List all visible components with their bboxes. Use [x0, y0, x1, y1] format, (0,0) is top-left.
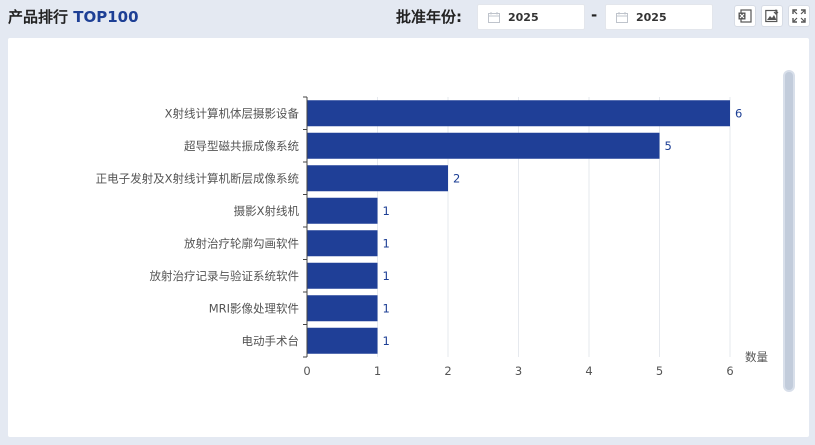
value-label: 1: [383, 236, 390, 250]
chart-bars: [307, 100, 730, 354]
category-label: 放射治疗记录与验证系统软件: [150, 269, 300, 283]
category-label: 正电子发射及X射线计算机断层成像系统: [96, 171, 300, 185]
x-tick-label: 1: [374, 364, 381, 378]
calendar-icon: [488, 12, 500, 23]
title-prefix: 产品排行: [8, 8, 69, 26]
excel-export-icon: [738, 9, 752, 23]
x-tick-label: 4: [585, 364, 592, 378]
fullscreen-icon: [792, 9, 806, 23]
excel-export-button[interactable]: [734, 5, 756, 27]
date-separator: -: [591, 6, 598, 24]
value-label: 1: [383, 301, 390, 315]
x-tick-label: 5: [656, 364, 663, 378]
image-download-icon: [765, 9, 779, 23]
category-label: X射线计算机体层摄影设备: [165, 106, 300, 120]
image-download-button[interactable]: [761, 5, 783, 27]
x-tick-label: 6: [726, 364, 733, 378]
date-to-value: 2025: [636, 11, 667, 24]
date-from-value: 2025: [508, 11, 539, 24]
x-axis-name: 数量: [745, 350, 768, 364]
category-label: 超导型磁共振成像系统: [184, 139, 299, 153]
bar[interactable]: [307, 100, 730, 127]
bar[interactable]: [307, 197, 378, 224]
value-label: 1: [383, 269, 390, 283]
bar[interactable]: [307, 295, 378, 322]
value-label: 5: [665, 139, 672, 153]
header: 产品排行 TOP100 批准年份: 2025 - 2025: [0, 0, 815, 34]
title-accent: TOP100: [73, 8, 139, 26]
scrollbar-handle[interactable]: [785, 72, 793, 390]
x-tick-label: 2: [444, 364, 451, 378]
x-tick-label: 3: [515, 364, 522, 378]
category-label: 摄影X射线机: [234, 204, 300, 218]
bar[interactable]: [307, 262, 378, 289]
value-label: 2: [453, 171, 460, 185]
value-label: 1: [383, 334, 390, 348]
fullscreen-button[interactable]: [788, 5, 810, 27]
bar[interactable]: [307, 230, 378, 257]
bar[interactable]: [307, 327, 378, 354]
data-zoom-scrollbar[interactable]: [783, 70, 795, 392]
category-label: MRI影像处理软件: [209, 301, 299, 315]
chart-axes: 0 1 2 3 4 5 6 X射线计算机体层摄影设备 6 超导型磁共振成像系统 5 正电子发射及X射线…: [96, 96, 742, 378]
date-to-picker[interactable]: 2025: [605, 4, 713, 30]
category-label: 放射治疗轮廓勾画软件: [184, 236, 299, 250]
bar[interactable]: [307, 132, 660, 159]
x-tick-label: 0: [303, 364, 310, 378]
calendar-icon: [616, 12, 628, 23]
bar[interactable]: [307, 165, 448, 192]
date-from-picker[interactable]: 2025: [477, 4, 585, 30]
approval-year-label: 批准年份:: [396, 8, 462, 26]
value-label: 1: [383, 204, 390, 218]
value-label: 6: [735, 106, 742, 120]
category-label: 电动手术台: [242, 334, 300, 348]
page-title: 产品排行 TOP100: [8, 6, 139, 27]
